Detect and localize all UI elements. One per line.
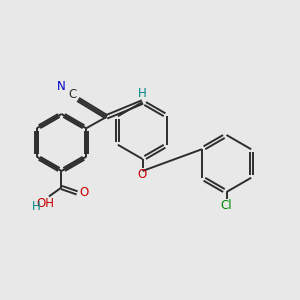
Text: O: O bbox=[79, 186, 88, 200]
Text: H: H bbox=[32, 200, 40, 214]
Text: O: O bbox=[138, 167, 147, 181]
Text: C: C bbox=[69, 88, 77, 100]
Text: H: H bbox=[138, 87, 147, 100]
Text: OH: OH bbox=[36, 196, 54, 210]
Text: Cl: Cl bbox=[221, 199, 232, 212]
Text: N: N bbox=[57, 80, 66, 93]
